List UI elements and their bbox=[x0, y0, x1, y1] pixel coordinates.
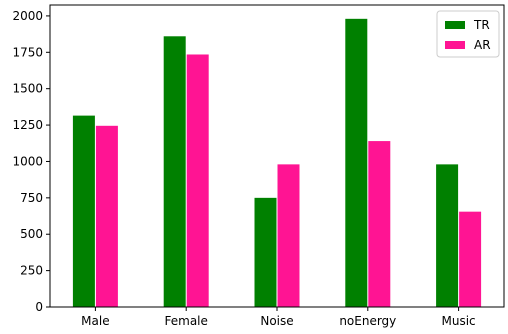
plot-frame bbox=[49, 4, 505, 308]
bar-tr-male bbox=[72, 115, 95, 307]
legend: TR AR bbox=[436, 10, 500, 58]
bar-tr-noise bbox=[254, 197, 277, 307]
bar-ar-noenergy bbox=[368, 141, 391, 307]
y-tick-label: 2000 bbox=[12, 9, 43, 23]
y-tick-label: 750 bbox=[20, 191, 43, 205]
y-tick-label: 0 bbox=[35, 300, 43, 314]
x-tick-label: Female bbox=[165, 314, 208, 328]
y-tick-label: 500 bbox=[20, 227, 43, 241]
y-tick-label: 1500 bbox=[12, 82, 43, 96]
y-tick-label: 1000 bbox=[12, 154, 43, 168]
axes-layer: 0 250 500 750 1000 1250 1500 1750 2000 Male Female… bbox=[12, 4, 505, 328]
bar-tr-female bbox=[163, 36, 186, 307]
bar-ar-female bbox=[186, 54, 209, 307]
y-tick-label: 1250 bbox=[12, 118, 43, 132]
bar-ar-music bbox=[459, 211, 482, 307]
bar-ar-noise bbox=[277, 164, 300, 307]
legend-label-ar: AR bbox=[474, 38, 491, 52]
bar-tr-noenergy bbox=[345, 18, 368, 307]
y-tick-label: 1750 bbox=[12, 45, 43, 59]
legend-swatch-ar bbox=[445, 41, 465, 49]
x-tick-label: Male bbox=[81, 314, 109, 328]
x-tick-label: Noise bbox=[260, 314, 293, 328]
legend-swatch-tr bbox=[445, 21, 465, 29]
legend-label-tr: TR bbox=[473, 18, 490, 32]
x-tick-label: noEnergy bbox=[339, 314, 396, 328]
bar-tr-music bbox=[436, 164, 459, 307]
bars-layer bbox=[72, 18, 482, 307]
y-tick-label: 250 bbox=[20, 264, 43, 278]
bar-ar-male bbox=[95, 125, 118, 307]
x-tick-label: Music bbox=[442, 314, 476, 328]
